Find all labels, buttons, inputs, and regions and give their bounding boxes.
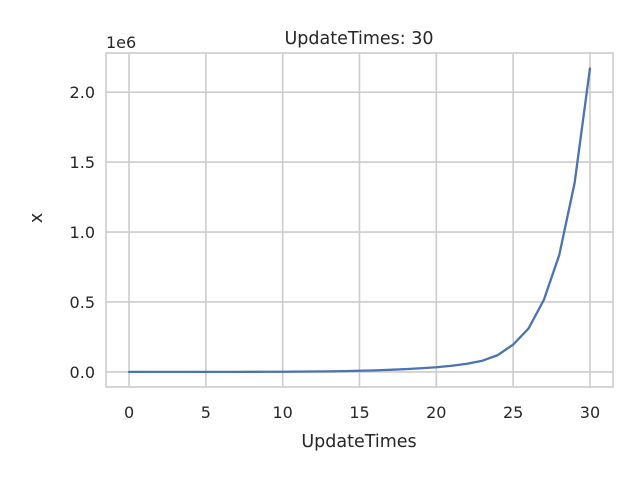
y-tick-label: 1.0: [70, 223, 95, 242]
y-tick-label: 0.5: [70, 293, 95, 312]
x-tick-label: 0: [124, 403, 134, 422]
y-tick-label: 0.0: [70, 363, 95, 382]
y-tick-label: 1.5: [70, 153, 95, 172]
x-tick-label: 5: [201, 403, 211, 422]
x-tick-label: 15: [349, 403, 369, 422]
y-tick-label: 2.0: [70, 83, 95, 102]
x-tick-label: 20: [426, 403, 446, 422]
series-line: [127, 67, 592, 374]
y-axis-ticks: 0.0 0.5 1.0 1.5 2.0: [70, 83, 95, 382]
x-axis-ticks: 0 5 10 15 20 25 30: [124, 403, 600, 422]
chart-title: UpdateTimes: 30: [284, 29, 433, 49]
x-tick-label: 25: [503, 403, 523, 422]
series-layer: [127, 67, 592, 374]
y-axis-label: x: [27, 213, 47, 223]
plot-frame: [105, 52, 614, 388]
x-tick-label: 10: [273, 403, 293, 422]
y-offset-label: 1e6: [106, 33, 136, 52]
x-axis-label: UpdateTimes: [301, 432, 416, 452]
x-tick-label: 30: [580, 403, 600, 422]
grid: [106, 53, 613, 387]
axes-border: [105, 52, 614, 388]
